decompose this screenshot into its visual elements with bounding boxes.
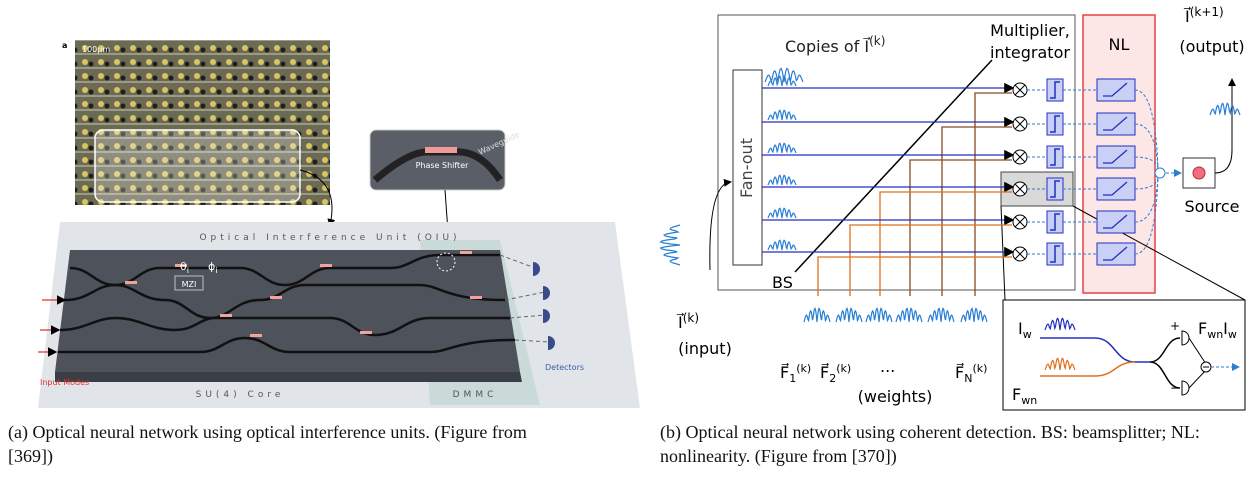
beamsplitter [795,60,992,272]
weight-base: F⃗ [955,362,964,382]
nl-unit [1097,79,1135,101]
weight-base: F⃗ [780,362,789,382]
spectrum [1210,103,1240,115]
input-label: (input) [678,339,732,358]
oiu-title: Optical Interference Unit (OIU) [199,233,460,243]
source-label: Source [1185,197,1240,216]
core-label: SU(4) Core [196,390,285,400]
weight-base: F⃗ [820,362,829,382]
chip-edge [55,372,522,382]
caption: (b) Optical neural network using coheren… [660,420,1205,468]
fan-out-label: Fan-out [737,138,756,198]
spectrum [896,308,922,322]
input-arrow [710,182,730,270]
spectrum [765,68,803,82]
spectrum [768,175,796,185]
multiplier-label: Multiplier, [990,21,1070,40]
bs-label: BS [772,273,793,292]
spectrum [661,225,680,265]
weight-label: F⃗1(k) [780,362,811,385]
weight-sup: (k) [972,362,987,375]
nl-label: NL [1109,35,1130,54]
spectrum [768,143,796,153]
nl-unit [1097,211,1135,233]
nl-unit [1097,113,1135,135]
figure-page: a 100µm Phase Shifter Waveguide b Optica… [0,0,1253,482]
ellipsis: ... [880,357,895,376]
weight-line [910,160,1012,296]
input-symbol: I⃗(k) [676,311,699,332]
figure: a 100µm Phase Shifter Waveguide b Optica… [0,0,1253,415]
nl-unit [1097,146,1135,168]
output-symbol: I⃗(k+1) [1183,5,1223,26]
panel-b: Fan-out Copies of I⃗(k) Multiplier, inte… [661,5,1245,410]
weight-sub: 2 [829,372,836,385]
caption: (a) Optical neural network using optical… [8,420,553,468]
copies-label: Copies of I⃗(k) [785,34,885,56]
spectrum [866,308,892,322]
nl-unit [1097,178,1135,200]
inset-box [1003,300,1245,410]
input-modes: Input Modes [40,378,89,387]
chip-slab [55,250,520,372]
spectrum [836,308,862,322]
spectrum [928,308,954,322]
spectrum [804,308,830,322]
dmmc-label: DMMC [453,390,498,400]
source [1193,167,1205,179]
multiplier-label: integrator [990,43,1070,62]
spectrum [768,208,796,218]
scale-bar: 100µm [82,45,110,54]
weight-label: F⃗2(k) [820,362,851,385]
weight-sub: N [964,372,972,385]
nl-unit [1097,243,1135,265]
phase-shifter [425,147,457,153]
highlight [95,130,300,202]
panel-a: a 100µm Phase Shifter Waveguide b Optica… [38,40,640,408]
spectrum [961,308,987,322]
weight-sub: 1 [789,372,796,385]
combiner [1155,168,1165,178]
sub-label: a [62,41,67,50]
weight-sup: (k) [796,362,811,375]
weight-line [850,225,1012,296]
inset-sign: + [1170,319,1180,333]
mzi-label: MZI [182,280,197,289]
output-label: (output) [1179,37,1244,56]
inset-sign: − [1170,381,1180,395]
weights-label: (weights) [858,387,933,406]
spectrum [768,240,796,250]
detectors-label: Detectors [545,363,584,372]
weight-line [880,192,1012,296]
inset-label: Phase Shifter [416,161,470,170]
weight-sup: (k) [836,362,851,375]
weight-label: F⃗N(k) [955,362,987,385]
spectrum [768,110,796,120]
output-arrow [1215,80,1232,173]
